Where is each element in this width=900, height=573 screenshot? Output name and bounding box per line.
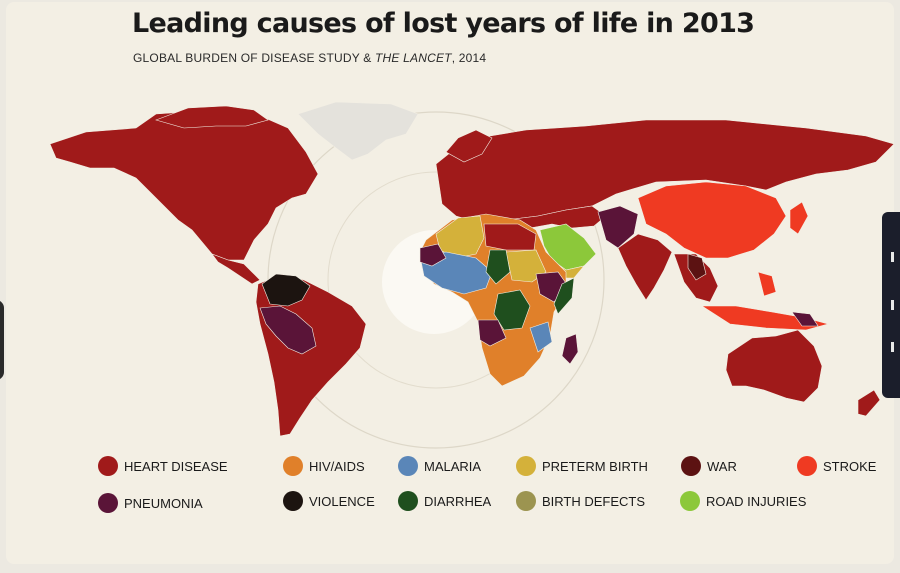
legend-item-preterm-birth: PRETERM BIRTH: [516, 456, 648, 476]
legend-label-heart-disease: HEART DISEASE: [124, 458, 228, 474]
legend-label-violence: VIOLENCE: [309, 493, 375, 509]
region-arctic-islands: [155, 105, 269, 129]
legend-label-malaria: MALARIA: [424, 458, 482, 474]
side-tab-mark: [891, 300, 894, 310]
legend-swatch-stroke: [797, 456, 817, 476]
legend-item-violence: VIOLENCE: [283, 491, 375, 511]
region-papua: [791, 311, 819, 327]
region-new-zealand: [857, 389, 881, 417]
legend-swatch-pneumonia: [98, 493, 118, 513]
legend-label-preterm-birth: PRETERM BIRTH: [542, 458, 648, 474]
region-indonesia: [700, 305, 830, 331]
region-east-africa: [529, 321, 553, 353]
legend-label-hiv-aids: HIV/AIDS: [309, 458, 365, 474]
legend-item-pneumonia: PNEUMONIA: [98, 493, 203, 513]
map-subtitle: GLOBAL BURDEN OF DISEASE STUDY & THE LAN…: [133, 51, 486, 65]
region-north-america: [49, 109, 319, 261]
side-tab-mark: [891, 252, 894, 262]
legend-swatch-malaria: [398, 456, 418, 476]
region-middle-east: [505, 205, 607, 229]
subtitle-year: , 2014: [451, 51, 487, 65]
region-somalia: [553, 277, 575, 315]
region-afghanistan-pakistan: [597, 205, 639, 249]
region-india: [617, 233, 673, 301]
legend-item-heart-disease: HEART DISEASE: [98, 456, 228, 476]
viewer-edge: [0, 300, 4, 380]
side-panel-tab[interactable]: [882, 212, 900, 398]
legend-item-stroke: STROKE: [797, 456, 876, 476]
map-title: Leading causes of lost years of life in …: [132, 8, 755, 39]
side-tab-mark: [891, 342, 894, 352]
legend-swatch-hiv-aids: [283, 456, 303, 476]
region-peru-bolivia: [259, 305, 317, 355]
legend-label-diarrhea: DIARRHEA: [424, 493, 492, 509]
region-madagascar: [561, 333, 579, 365]
legend-label-war: WAR: [707, 458, 737, 474]
legend-label-road-injuries: ROAD INJURIES: [706, 493, 807, 509]
subtitle-journal: THE LANCET: [375, 51, 452, 65]
legend-swatch-violence: [283, 491, 303, 511]
region-greenland: [297, 101, 419, 161]
region-mauritania: [419, 243, 447, 267]
legend-label-pneumonia: PNEUMONIA: [124, 495, 203, 511]
region-philippines: [757, 271, 777, 297]
legend-item-malaria: MALARIA: [398, 456, 481, 476]
region-myanmar: [687, 253, 707, 281]
region-australia: [725, 329, 823, 403]
legend-label-stroke: STROKE: [823, 458, 877, 474]
legend-label-birth-defects: BIRTH DEFECTS: [542, 493, 646, 509]
legend-swatch-war: [681, 456, 701, 476]
legend-swatch-road-injuries: [680, 491, 700, 511]
legend-item-diarrhea: DIARRHEA: [398, 491, 491, 511]
world-map: [49, 101, 894, 449]
legend-swatch-preterm-birth: [516, 456, 536, 476]
legend-swatch-heart-disease: [98, 456, 118, 476]
region-scandinavia-uk: [445, 129, 493, 163]
region-chad: [485, 249, 511, 285]
legend-item-road-injuries: ROAD INJURIES: [680, 491, 806, 511]
legend-swatch-birth-defects: [516, 491, 536, 511]
legend-item-birth-defects: BIRTH DEFECTS: [516, 491, 645, 511]
legend-item-war: WAR: [681, 456, 737, 476]
region-colombia-venezuela: [261, 273, 311, 307]
region-central-america: [211, 253, 261, 285]
legend-swatch-diarrhea: [398, 491, 418, 511]
region-north-africa: [435, 215, 485, 259]
infographic-card: Leading causes of lost years of life in …: [6, 2, 894, 564]
subtitle-source: GLOBAL BURDEN OF DISEASE STUDY &: [133, 51, 375, 65]
region-china: [637, 181, 787, 259]
legend-item-hiv-aids: HIV/AIDS: [283, 456, 365, 476]
region-central-africa: [493, 289, 531, 331]
region-angola-congo: [477, 319, 507, 347]
region-japan: [789, 201, 809, 235]
